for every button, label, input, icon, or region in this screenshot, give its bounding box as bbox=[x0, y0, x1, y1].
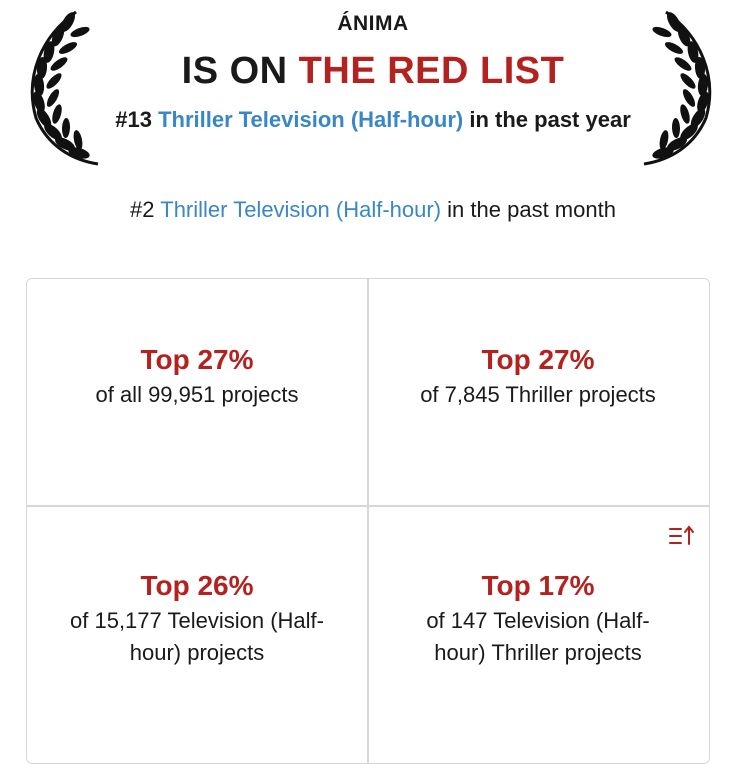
stat-percent: Top 17% bbox=[481, 570, 595, 601]
rank-month-suffix: in the past month bbox=[447, 197, 616, 222]
project-title: ÁNIMA bbox=[337, 12, 409, 35]
stats-grid: Top 27% of all 99,951 projects Top 27% o… bbox=[26, 278, 710, 764]
rank-year-suffix: in the past year bbox=[469, 107, 631, 132]
stat-card-genre-projects: Top 27% of 7,845 Thriller projects bbox=[368, 341, 708, 411]
genre-link-month[interactable]: Thriller Television (Half-hour) bbox=[160, 197, 442, 222]
red-list-headline: IS ON THE RED LIST bbox=[0, 50, 746, 93]
genre-link-year[interactable]: Thriller Television (Half-hour) bbox=[158, 107, 464, 132]
rank-year-number: #13 bbox=[115, 107, 152, 132]
headline-prefix: IS ON bbox=[181, 50, 288, 92]
rank-month-number: #2 bbox=[130, 197, 155, 222]
laurel-left-icon bbox=[30, 10, 99, 166]
grid-divider-vertical bbox=[367, 279, 369, 763]
stat-card-all-projects: Top 27% of all 99,951 projects bbox=[27, 341, 367, 411]
stat-percent: Top 27% bbox=[481, 344, 595, 375]
stat-description: of 7,845 Thriller projects bbox=[420, 382, 656, 407]
rank-past-month: #2 Thriller Television (Half-hour) in th… bbox=[0, 195, 746, 225]
stat-percent: Top 26% bbox=[140, 570, 254, 601]
headline-highlight: THE RED LIST bbox=[298, 50, 565, 92]
stat-description: of all 99,951 projects bbox=[95, 382, 299, 407]
stat-description: of 147 Television (Half-hour) Thriller p… bbox=[426, 608, 650, 665]
stat-card-format-genre-projects: Top 17% of 147 Television (Half-hour) Th… bbox=[368, 567, 708, 669]
rank-past-year: #13 Thriller Television (Half-hour) in t… bbox=[100, 104, 646, 136]
grid-divider-horizontal bbox=[27, 505, 709, 507]
laurel-right-icon bbox=[643, 10, 712, 166]
sort-icon[interactable] bbox=[667, 524, 697, 548]
stat-percent: Top 27% bbox=[140, 344, 254, 375]
stat-description: of 15,177 Television (Half-hour) project… bbox=[70, 608, 324, 665]
stat-card-format-projects: Top 26% of 15,177 Television (Half-hour)… bbox=[27, 567, 367, 669]
